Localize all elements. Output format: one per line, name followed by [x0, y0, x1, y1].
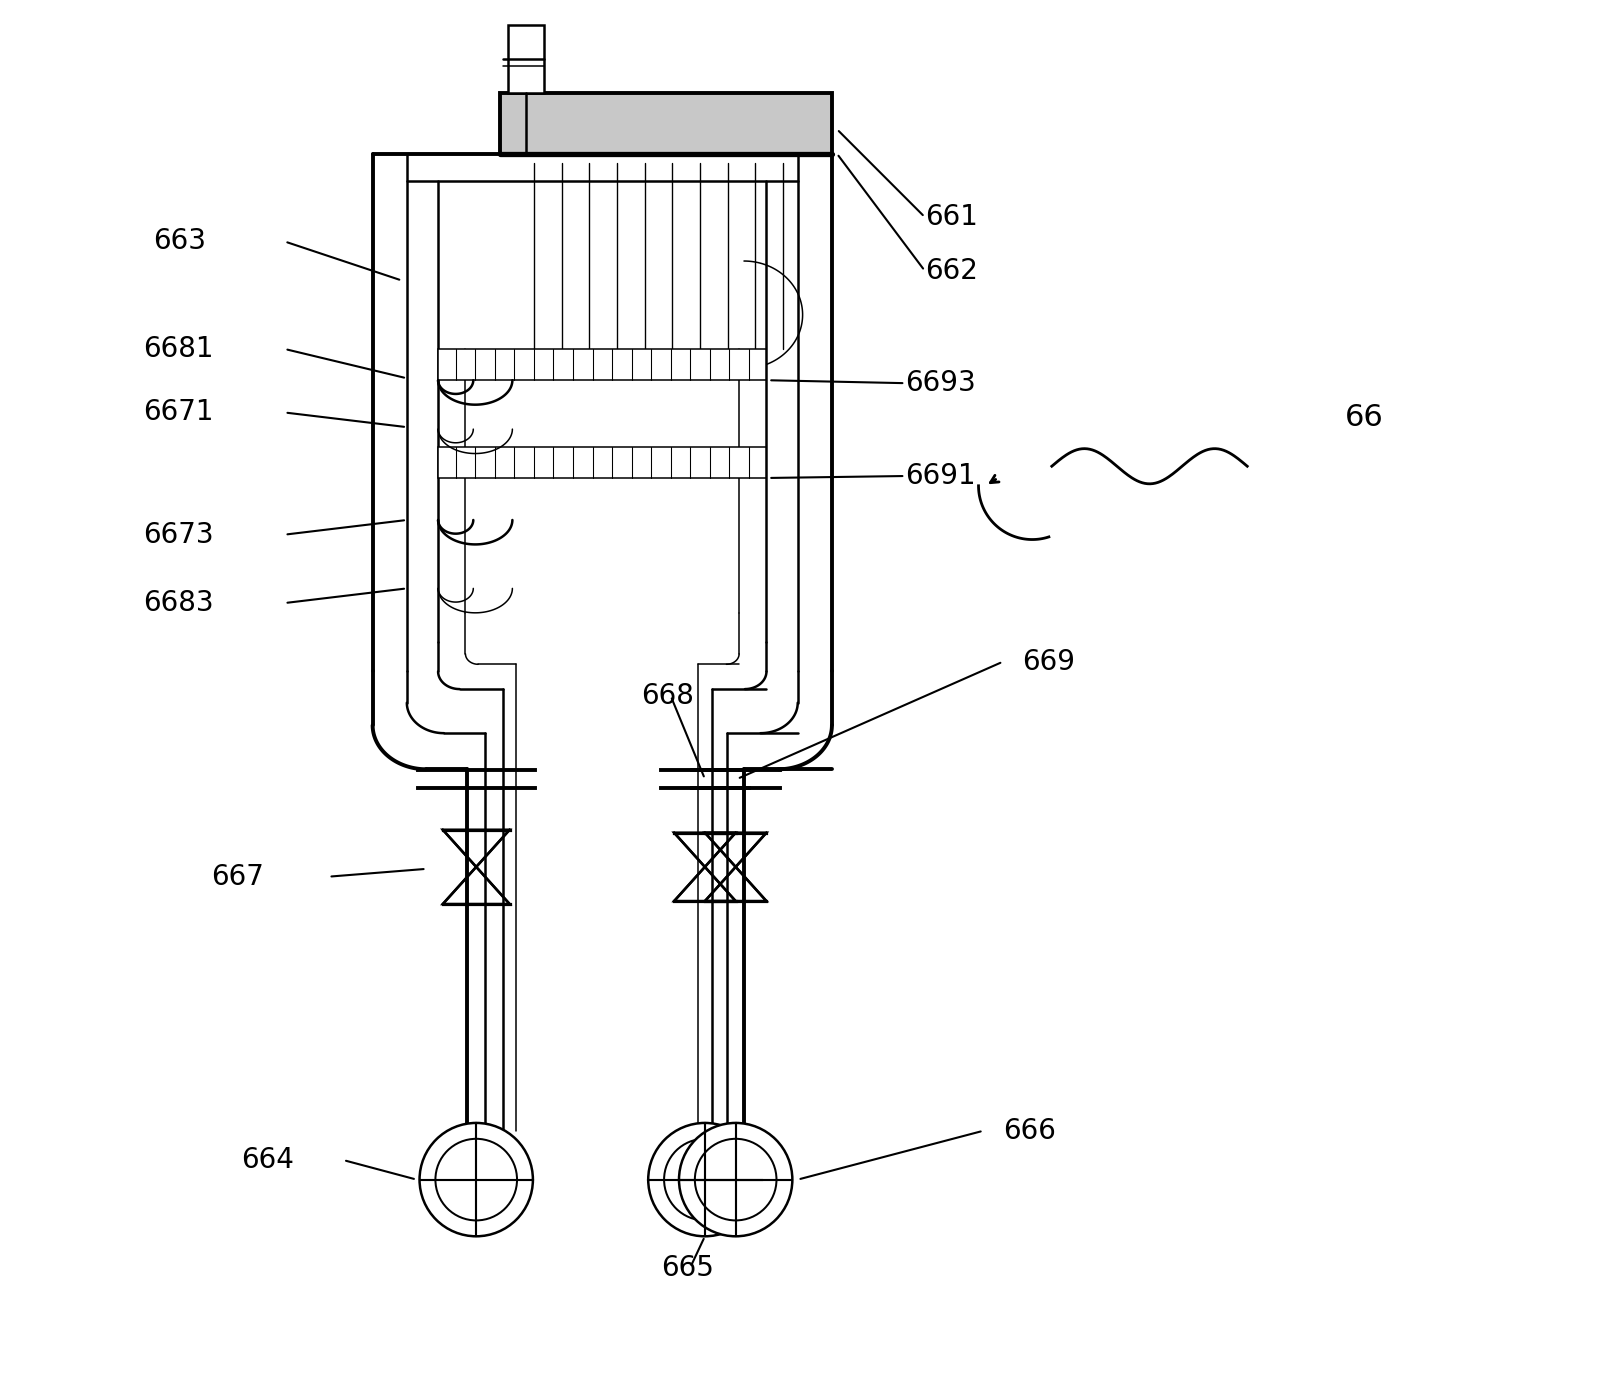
Circle shape: [436, 1139, 516, 1220]
Circle shape: [694, 1139, 776, 1220]
Bar: [499, 93, 831, 153]
Text: 663: 663: [153, 228, 205, 256]
Circle shape: [420, 1124, 533, 1237]
Text: 6671: 6671: [144, 398, 213, 427]
Text: 66: 66: [1344, 404, 1383, 433]
Text: 6691: 6691: [905, 462, 975, 491]
Text: 668: 668: [641, 681, 694, 710]
Circle shape: [647, 1124, 762, 1237]
Text: 661: 661: [925, 203, 976, 231]
Bar: [437, 446, 767, 478]
Text: 667: 667: [211, 862, 265, 890]
Text: 664: 664: [240, 1146, 294, 1175]
Text: 6693: 6693: [905, 369, 975, 397]
Text: 6683: 6683: [144, 589, 213, 616]
Text: 665: 665: [660, 1253, 713, 1281]
Text: 6673: 6673: [144, 521, 213, 549]
Circle shape: [663, 1139, 746, 1220]
Bar: [508, 25, 544, 93]
Text: 669: 669: [1022, 648, 1075, 676]
Bar: [437, 350, 767, 380]
Circle shape: [678, 1124, 792, 1237]
Text: 666: 666: [1002, 1117, 1056, 1144]
Text: 6681: 6681: [144, 334, 213, 363]
Text: 662: 662: [925, 257, 976, 285]
